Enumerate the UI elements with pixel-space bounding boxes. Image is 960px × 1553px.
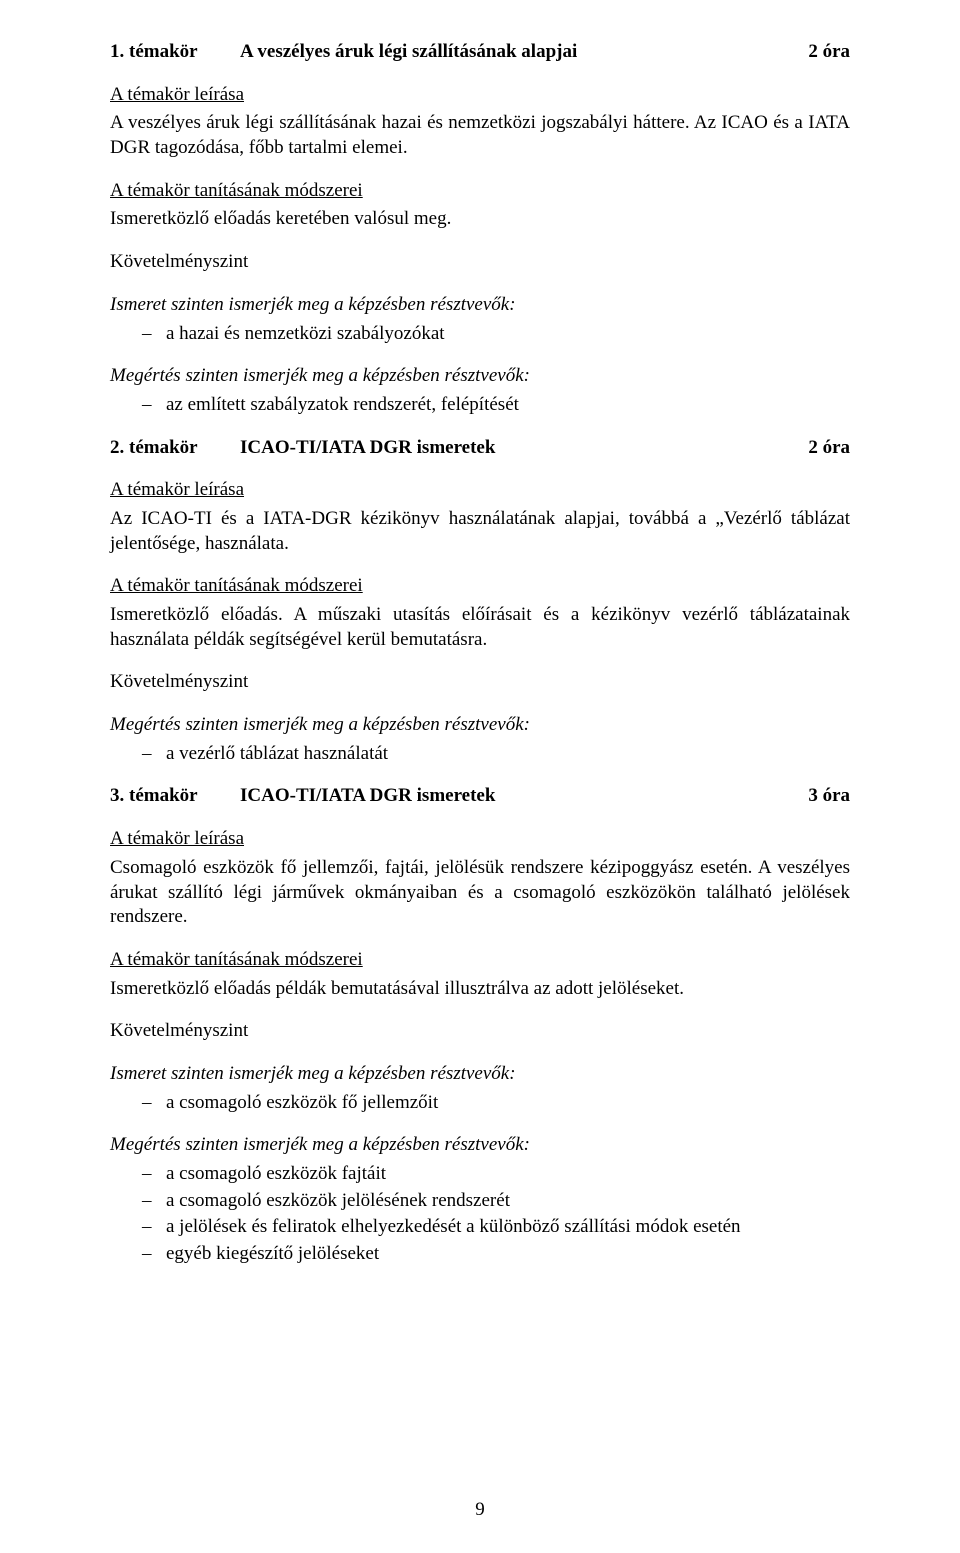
list-item: a csomagoló eszközök fajtáit [110, 1162, 850, 1187]
list-item: egyéb kiegészítő jelöléseket [110, 1242, 850, 1267]
topic-header: 1. témakör A veszélyes áruk légi szállít… [110, 40, 850, 65]
topic-description-heading: A témakör leírása [110, 827, 850, 852]
topic-hours: 2 óra [788, 436, 850, 461]
topic-description-heading: A témakör leírása [110, 83, 850, 108]
understanding-list: a vezérlő táblázat használatát [110, 742, 850, 767]
understanding-level-intro: Megértés szinten ismerjék meg a képzésbe… [110, 1133, 850, 1158]
knowledge-list: a csomagoló eszközök fő jellemzőit [110, 1091, 850, 1116]
topic-number: 2. témakör [110, 436, 240, 461]
teaching-methods-text: Ismeretközlő előadás keretében valósul m… [110, 207, 850, 232]
topic-description: Az ICAO-TI és a IATA-DGR kézikönyv haszn… [110, 507, 850, 556]
understanding-level-intro: Megértés szinten ismerjék meg a képzésbe… [110, 713, 850, 738]
teaching-methods-heading: A témakör tanításának módszerei [110, 179, 850, 204]
requirement-level-heading: Követelményszint [110, 250, 850, 275]
topic-description: Csomagoló eszközök fő jellemzői, fajtái,… [110, 856, 850, 930]
understanding-list: az említett szabályzatok rendszerét, fel… [110, 393, 850, 418]
requirement-level-heading: Követelményszint [110, 1019, 850, 1044]
topic-header: 3. témakör ICAO-TI/IATA DGR ismeretek 3 … [110, 784, 850, 809]
list-item: a vezérlő táblázat használatát [110, 742, 850, 767]
topic-description: A veszélyes áruk légi szállításának haza… [110, 111, 850, 160]
page-number: 9 [0, 1498, 960, 1523]
document-page: 1. témakör A veszélyes áruk légi szállít… [0, 0, 960, 1553]
list-item: az említett szabályzatok rendszerét, fel… [110, 393, 850, 418]
knowledge-list: a hazai és nemzetközi szabályozókat [110, 322, 850, 347]
requirement-level-heading: Követelményszint [110, 670, 850, 695]
topic-description-heading: A témakör leírása [110, 478, 850, 503]
topic-hours: 3 óra [788, 784, 850, 809]
list-item: a csomagoló eszközök fő jellemzőit [110, 1091, 850, 1116]
topic-title: ICAO-TI/IATA DGR ismeretek [240, 784, 788, 809]
understanding-list: a csomagoló eszközök fajtáit a csomagoló… [110, 1162, 850, 1267]
teaching-methods-heading: A témakör tanításának módszerei [110, 574, 850, 599]
teaching-methods-heading: A témakör tanításának módszerei [110, 948, 850, 973]
knowledge-level-intro: Ismeret szinten ismerjék meg a képzésben… [110, 293, 850, 318]
teaching-methods-text: Ismeretközlő előadás példák bemutatásáva… [110, 977, 850, 1002]
list-item: a jelölések és feliratok elhelyezkedését… [110, 1215, 850, 1240]
teaching-methods-text: Ismeretközlő előadás. A műszaki utasítás… [110, 603, 850, 652]
topic-title: ICAO-TI/IATA DGR ismeretek [240, 436, 788, 461]
list-item: a csomagoló eszközök jelölésének rendsze… [110, 1189, 850, 1214]
topic-number: 3. témakör [110, 784, 240, 809]
list-item: a hazai és nemzetközi szabályozókat [110, 322, 850, 347]
knowledge-level-intro: Ismeret szinten ismerjék meg a képzésben… [110, 1062, 850, 1087]
topic-title: A veszélyes áruk légi szállításának alap… [240, 40, 788, 65]
topic-number: 1. témakör [110, 40, 240, 65]
understanding-level-intro: Megértés szinten ismerjék meg a képzésbe… [110, 364, 850, 389]
topic-hours: 2 óra [788, 40, 850, 65]
topic-header: 2. témakör ICAO-TI/IATA DGR ismeretek 2 … [110, 436, 850, 461]
